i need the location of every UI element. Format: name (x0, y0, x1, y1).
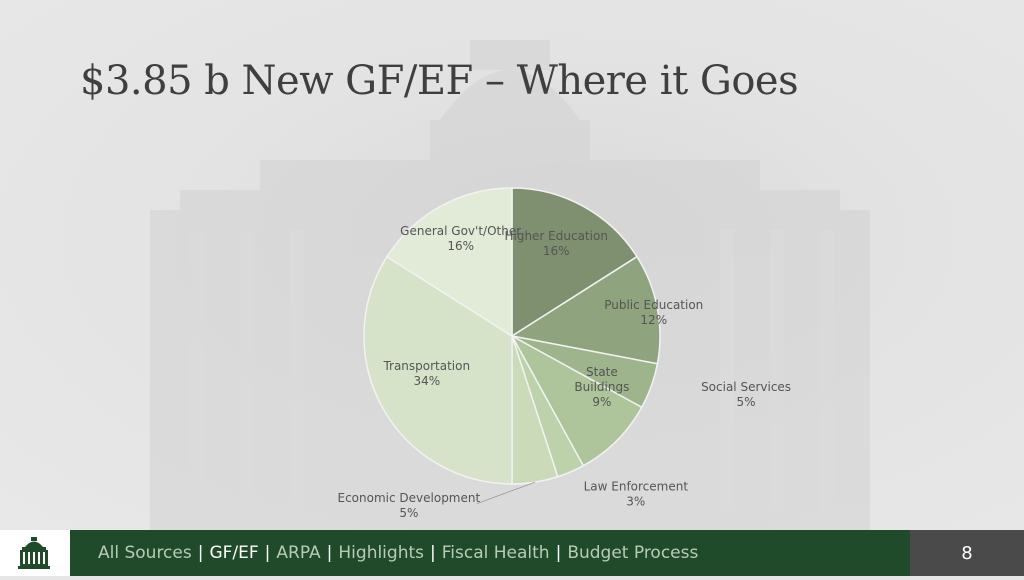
pie-chart: Higher Education 16%Public Education 12%So… (338, 187, 791, 520)
footer-bar: All Sources | GF/EF | ARPA | Highlights | Fiscal… (0, 530, 1024, 576)
pie-label-transportation: Transportation 34% (382, 359, 470, 388)
pie-label-name: Economic Development (338, 491, 481, 505)
nav-separator: | (555, 543, 562, 563)
pie-label-name: Transportation (382, 359, 470, 373)
pie-slice-transportation (363, 255, 513, 485)
logo (0, 530, 70, 576)
page-number: 8 (910, 530, 1024, 576)
pie-label-value: 5% (399, 506, 418, 520)
nav-separator: | (430, 543, 436, 563)
pie-label-general-gov-t-other: General Gov't/Other 16% (400, 224, 521, 253)
pie-slice-state-buildings (510, 334, 643, 467)
footer-nav: All Sources | GF/EF | ARPA | Highlights | Fiscal… (98, 530, 698, 576)
capitol-logo-icon (18, 537, 50, 569)
pie-label-value: 5% (737, 395, 756, 409)
nav-budget-process[interactable]: Budget Process (567, 543, 699, 563)
pie-label-name: Buildings (574, 380, 629, 394)
pie-label-value: 12% (640, 313, 667, 327)
pie-slice-general-gov-t-other (386, 187, 513, 338)
nav-separator: | (326, 543, 333, 563)
nav-separator: | (264, 543, 271, 563)
pie-label-state-buildings: State Buildings 9% (574, 365, 629, 409)
page-title: $3.85 b New GF/EF – Where it Goes (80, 58, 799, 104)
pie-label-name: Law Enforcement (584, 480, 689, 494)
nav-fiscal-health[interactable]: Fiscal Health (441, 543, 550, 563)
pie-label-value: 34% (413, 374, 440, 388)
nav-highlights[interactable]: Highlights (338, 543, 424, 563)
nav-all-sources[interactable]: All Sources (98, 543, 192, 563)
pie-label-name: Higher Education (504, 229, 607, 243)
pie-label-higher-education: Higher Education 16% (504, 229, 607, 258)
nav-gf-ef[interactable]: GF/EF (209, 543, 259, 563)
pie-slice-higher-education (511, 187, 638, 338)
pie-label-public-education: Public Education 12% (604, 298, 703, 327)
pie-label-value: 3% (626, 495, 645, 509)
pie-label-name: General Gov't/Other (400, 224, 521, 238)
pie-label-value: 16% (447, 239, 474, 253)
nav-separator: | (197, 543, 204, 563)
leader-line-economic-development (476, 481, 536, 504)
pie-label-value: 16% (543, 244, 570, 258)
nav-arpa[interactable]: ARPA (276, 543, 321, 563)
pie-label-name: Public Education (604, 298, 703, 312)
pie-label-economic-development: Economic Development 5% (338, 491, 481, 520)
pie-label-social-services: Social Services 5% (701, 380, 791, 409)
pie-slice-public-education (509, 255, 661, 365)
pie-label-value: 9% (592, 395, 611, 409)
pie-label-name: State (586, 365, 618, 379)
pie-label-name: Social Services (701, 380, 791, 394)
pie-label-law-enforcement: Law Enforcement 3% (584, 480, 689, 509)
